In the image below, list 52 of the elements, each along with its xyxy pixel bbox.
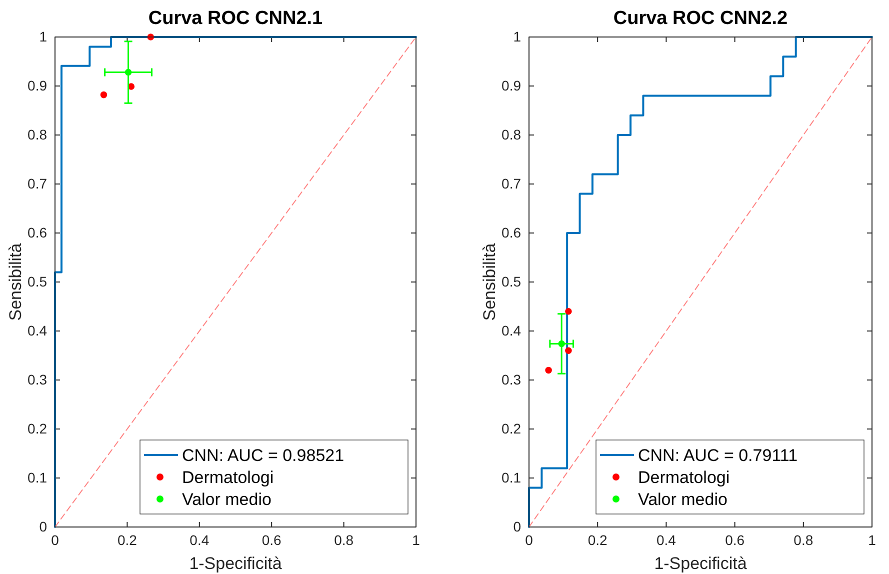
y-tick-label: 0.1 [28,469,48,486]
y-tick-label: 0.7 [28,175,48,192]
x-tick-label: 0.4 [656,532,676,548]
legend-label: CNN: AUC = 0.79111 [638,446,798,465]
x-tick-label: 0.8 [794,532,814,548]
y-tick-label: 1 [513,28,522,44]
point [545,366,552,374]
y-tick-label: 0.8 [28,126,48,142]
x-tick-label: 0 [51,532,60,548]
y-tick-label: 0.4 [502,322,522,338]
legend-label: CNN: AUC = 0.98521 [182,446,344,465]
legend-label: Valor medio [182,490,272,509]
y-tick-label: 0.3 [28,371,48,388]
x-tick-label: 0.4 [190,532,210,548]
legend-label: Dermatologi [638,468,730,487]
y-tick-label: 0.1 [502,469,522,486]
chart-title: Curva ROC CNN2.2 [613,8,788,29]
y-tick-label: 0.6 [28,224,48,240]
x-tick-label: 1 [412,532,420,548]
y-tick-label: 0.2 [28,420,48,436]
x-axis-title: 1-Specificità [654,554,748,573]
point [100,91,108,98]
y-axis-title: Sensibilità [480,242,499,321]
x-tick-label: 0.6 [725,532,745,548]
y-tick-label: 0.9 [502,77,522,94]
y-tick-label: 0.5 [502,273,522,290]
x-tick-label: 0.6 [262,532,282,548]
y-tick-label: 0.5 [28,273,48,290]
y-tick-label: 0 [39,518,48,534]
legend-label: Dermatologi [182,468,274,487]
point [565,347,572,354]
y-tick-label: 0.4 [28,322,48,338]
x-tick-label: 0 [525,532,534,548]
point [565,308,572,315]
x-tick-label: 0.2 [117,532,138,548]
y-tick-label: 1 [39,28,48,44]
y-tick-label: 0.2 [502,420,522,436]
y-tick-label: 0.8 [502,126,522,142]
x-tick-label: 0.2 [588,532,608,548]
x-tick-label: 1 [868,532,876,548]
point [558,340,565,348]
y-tick-label: 0.7 [502,175,522,192]
chart-title: Curva ROC CNN2.1 [148,8,324,29]
y-axis-title: Sensibilità [6,242,25,321]
y-tick-label: 0.9 [28,77,48,94]
x-tick-label: 0.8 [334,532,354,548]
x-axis-title: 1-Specificità [189,554,282,573]
point [124,68,132,76]
y-tick-label: 0.6 [502,224,522,240]
y-tick-label: 0 [513,518,522,534]
legend-label: Valor medio [638,490,728,509]
y-tick-label: 0.3 [502,371,522,388]
